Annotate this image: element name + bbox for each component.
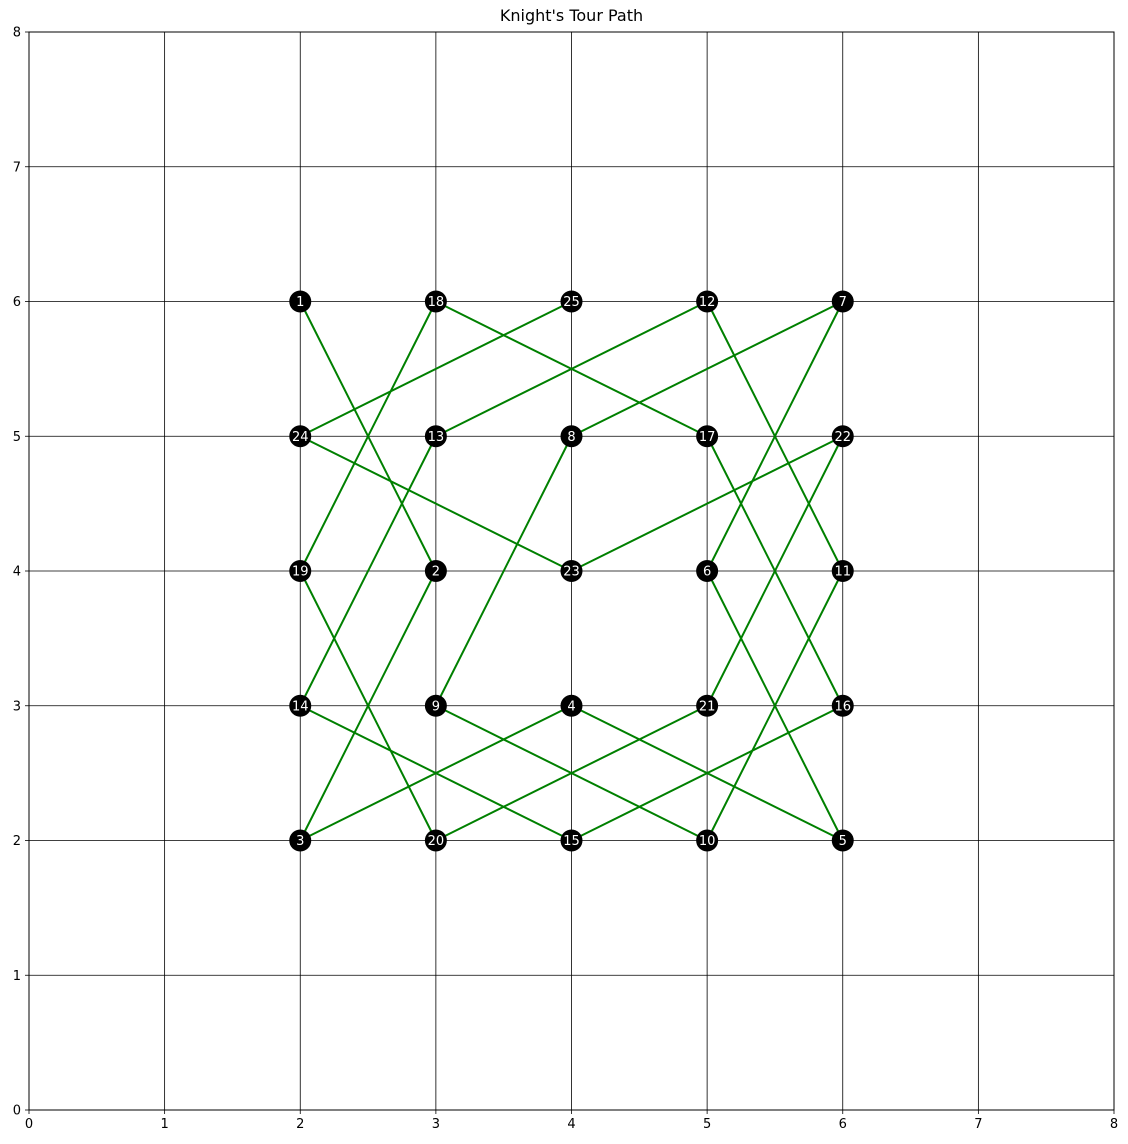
- path-segment: [706, 300, 844, 572]
- x-tick-label: 0: [25, 1117, 33, 1132]
- y-tick-label: 6: [13, 295, 21, 310]
- y-tick-label: 2: [13, 834, 21, 849]
- step-node: [289, 560, 312, 582]
- node-layer: 1234567891011121314151617181920212223242…: [289, 290, 854, 852]
- path-segment: [706, 435, 844, 707]
- step-label: 1: [296, 295, 304, 310]
- x-tick-label: 4: [567, 1117, 575, 1132]
- step-label: 9: [432, 699, 440, 714]
- path-segment: [570, 704, 844, 842]
- path-segment: [434, 435, 573, 707]
- path-segment: [570, 435, 844, 572]
- y-tick-label: 0: [13, 1104, 21, 1119]
- step-label: 15: [563, 834, 580, 849]
- step-label: 19: [292, 565, 309, 580]
- step-node: [424, 829, 447, 852]
- step-node: [831, 560, 854, 582]
- step-label: 22: [834, 430, 851, 445]
- step-node: [831, 829, 854, 852]
- step-label: 4: [567, 699, 575, 714]
- x-tick-label: 1: [160, 1117, 168, 1132]
- y-tick-label: 4: [13, 565, 21, 580]
- step-node: [831, 290, 854, 313]
- step-label: 24: [292, 430, 309, 445]
- y-tick-label: 1: [13, 969, 21, 984]
- step-node: [560, 694, 583, 717]
- step-label: 16: [834, 699, 851, 714]
- step-label: 23: [563, 565, 580, 580]
- path-segment: [434, 300, 709, 438]
- step-label: 11: [834, 565, 851, 580]
- x-tick-label: 7: [974, 1117, 982, 1132]
- step-node: [696, 560, 719, 582]
- step-node: [696, 829, 719, 852]
- step-label: 7: [839, 295, 847, 310]
- path-segment: [570, 300, 844, 438]
- path-segment: [299, 300, 437, 572]
- path-segment: [434, 704, 709, 842]
- step-node: [831, 694, 854, 717]
- step-node: [424, 425, 447, 448]
- step-node: [696, 290, 719, 313]
- step-node: [560, 425, 583, 448]
- step-node: [696, 694, 719, 717]
- y-tick-label: 3: [13, 699, 21, 714]
- step-label: 13: [428, 430, 445, 445]
- step-label: 20: [428, 834, 445, 849]
- step-node: [560, 560, 583, 582]
- step-node: [289, 290, 312, 313]
- path-segment: [299, 570, 437, 842]
- path-layer: [299, 300, 844, 842]
- step-label: 5: [839, 834, 847, 849]
- step-label: 18: [428, 295, 445, 310]
- x-tick-label: 3: [432, 1117, 440, 1132]
- step-node: [289, 694, 312, 717]
- path-segment: [299, 435, 573, 572]
- step-label: 14: [292, 699, 309, 714]
- step-label: 8: [567, 430, 575, 445]
- step-label: 6: [703, 565, 711, 580]
- step-node: [289, 829, 312, 852]
- step-node: [424, 694, 447, 717]
- step-node: [289, 425, 312, 448]
- x-tick-label: 6: [839, 1117, 847, 1132]
- step-node: [560, 829, 583, 852]
- step-label: 21: [699, 699, 716, 714]
- step-label: 10: [699, 834, 716, 849]
- y-tick-label: 8: [13, 26, 21, 41]
- step-node: [424, 290, 447, 313]
- step-node: [560, 290, 583, 313]
- step-node: [424, 560, 447, 582]
- path-segment: [299, 300, 573, 438]
- y-tick-label: 7: [13, 160, 21, 175]
- step-label: 3: [296, 834, 304, 849]
- path-segment: [299, 704, 573, 842]
- y-tick-label: 5: [13, 430, 21, 445]
- path-segment: [706, 570, 844, 842]
- step-label: 17: [699, 430, 716, 445]
- step-label: 2: [432, 565, 440, 580]
- x-tick-label: 8: [1110, 1117, 1118, 1132]
- x-tick-label: 5: [703, 1117, 711, 1132]
- step-label: 25: [563, 295, 580, 310]
- step-label: 12: [699, 295, 716, 310]
- chart-title: Knight's Tour Path: [499, 6, 644, 25]
- step-node: [831, 425, 854, 448]
- x-tick-label: 2: [296, 1117, 304, 1132]
- step-node: [696, 425, 719, 448]
- path-segment: [299, 435, 437, 707]
